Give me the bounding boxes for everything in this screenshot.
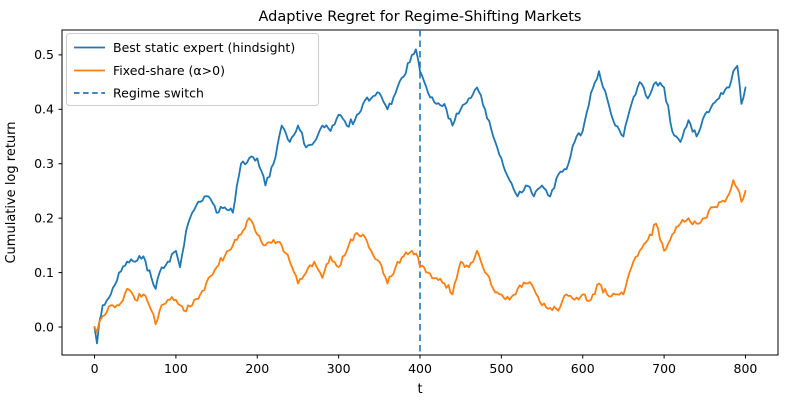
y-axis-label: Cumulative log return: [4, 121, 19, 263]
series-line-1: [93, 179, 747, 334]
x-tick-label: 300: [327, 361, 351, 376]
y-tick-label: 0.3: [34, 156, 54, 171]
y-tick-label: 0.4: [34, 102, 54, 117]
chart-title: Adaptive Regret for Regime-Shifting Mark…: [259, 9, 582, 25]
y-tick-label: 0.5: [34, 47, 54, 62]
x-axis-label: t: [417, 382, 422, 397]
legend-label-fixed-share: Fixed-share (α>0): [113, 63, 225, 78]
x-tick-label: 0: [91, 361, 99, 376]
x-tick-label: 600: [571, 361, 595, 376]
y-tick-label: 0.2: [34, 210, 54, 225]
x-tick-label: 400: [408, 361, 432, 376]
series-line-0: [93, 48, 747, 345]
x-tick-label: 800: [734, 361, 758, 376]
legend-label-best-static-expert: Best static expert (hindsight): [113, 40, 295, 55]
series-lines: [93, 30, 747, 355]
y-tick-label: 0.0: [34, 319, 54, 334]
axis-ticks: 0 100 200 300 400 500 600 700 800 0.0 0.1 0.2 0.3 0.4…: [34, 47, 757, 376]
x-tick-label: 100: [164, 361, 188, 376]
legend-box: [66, 33, 319, 106]
legend: Best static expert (hindsight) Fixed-sha…: [66, 33, 319, 106]
x-tick-label: 500: [489, 361, 513, 376]
x-tick-label: 700: [652, 361, 676, 376]
x-tick-label: 200: [245, 361, 269, 376]
y-tick-label: 0.1: [34, 265, 54, 280]
legend-label-regime-switch: Regime switch: [113, 86, 204, 101]
